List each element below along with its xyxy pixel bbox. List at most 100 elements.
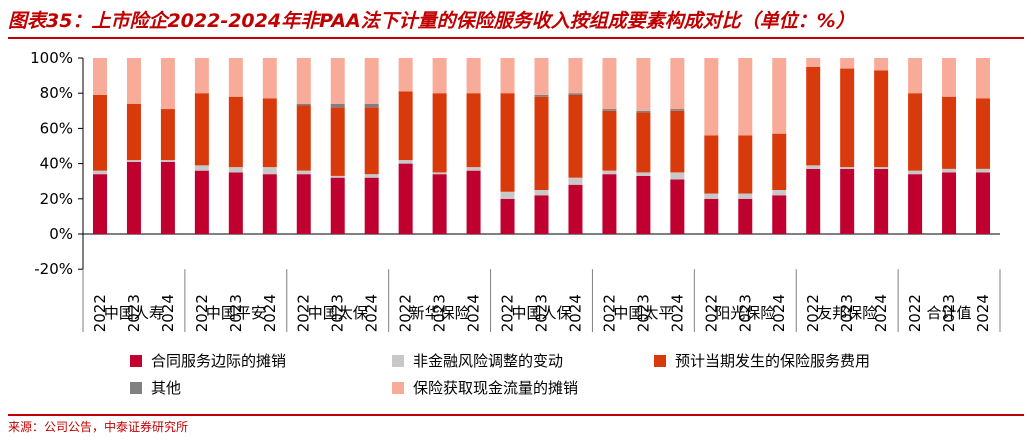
- bar-segment-other: [330, 103, 345, 108]
- x-axis: 2022 2023 2024 2022 2023 2024 2022 2023 2024 2022…: [82, 269, 1001, 332]
- bar-segment-expected_claims: [670, 110, 685, 173]
- legend-item-nonfinancial-risk: 非金融风险调整的变动: [392, 350, 563, 371]
- x-tick-label-year: 2024: [261, 294, 279, 332]
- x-group-label: 新华保险: [410, 304, 470, 322]
- bar-segment-nonfinancial_risk: [160, 160, 175, 162]
- bar-segment-csm: [466, 170, 481, 234]
- bar-segment-nonfinancial_risk: [670, 172, 685, 180]
- x-tick-label-year: 2022: [295, 294, 313, 332]
- x-tick-label-year: 2024: [668, 294, 686, 332]
- bar-segment-csm: [262, 174, 277, 234]
- bar-segment-acquisition_cf: [432, 58, 447, 94]
- bar-segment-acquisition_cf: [262, 58, 277, 99]
- bar-segment-other: [364, 103, 379, 108]
- y-tick-label: 20%: [40, 190, 73, 208]
- bar-segment-csm: [568, 184, 583, 234]
- bar-segment-expected_claims: [126, 103, 141, 161]
- x-group-label: 中国平安: [206, 304, 266, 322]
- bar-segment-nonfinancial_risk: [908, 170, 923, 175]
- bar-segment-acquisition_cf: [534, 58, 549, 95]
- bar-segment-expected_claims: [636, 112, 651, 173]
- x-group-label: 阳光保险: [715, 304, 775, 322]
- bar-segment-nonfinancial_risk: [296, 170, 311, 175]
- bar-segment-nonfinancial_risk: [568, 177, 583, 185]
- x-tick-label-year: 2023: [431, 294, 449, 332]
- bar-segment-expected_claims: [806, 66, 821, 166]
- bar-segment-csm: [398, 163, 413, 234]
- bar-segment-csm: [942, 172, 957, 234]
- bar-segment-csm: [636, 175, 651, 234]
- x-group-label: 合计值: [927, 304, 972, 322]
- footer-rule: [8, 414, 1024, 416]
- bar-segment-expected_claims: [228, 96, 243, 168]
- bar-segment-nonfinancial_risk: [772, 190, 787, 196]
- x-tick-label-year: 2022: [600, 294, 618, 332]
- bar-segment-csm: [126, 161, 141, 234]
- x-tick-label-year: 2023: [838, 294, 856, 332]
- bar-segment-acquisition_cf: [398, 58, 413, 92]
- bar-segment-csm: [602, 174, 617, 234]
- bar-segment-acquisition_cf: [602, 58, 617, 110]
- bar-segment-expected_claims: [432, 93, 447, 173]
- y-tick-label: 40%: [40, 155, 73, 173]
- y-axis: 100% 80% 60% 40% 20% 0% -20%: [30, 49, 1000, 278]
- bar-segment-acquisition_cf: [160, 58, 175, 110]
- bar-segment-csm: [806, 168, 821, 234]
- bar-segment-acquisition_cf: [466, 58, 481, 94]
- legend-label-csm: 合同服务边际的摊销: [151, 352, 287, 370]
- bar-segment-other: [534, 94, 549, 97]
- bar-segment-acquisition_cf: [908, 58, 923, 94]
- x-tick-label-year: 2024: [566, 294, 584, 332]
- bar-segment-expected_claims: [908, 93, 923, 171]
- bar-segment-acquisition_cf: [840, 58, 855, 69]
- legend-label-acquisition-cf: 保险获取现金流量的摊销: [413, 379, 579, 397]
- bar-segment-acquisition_cf: [636, 58, 651, 111]
- x-tick-label-year: 2022: [499, 294, 517, 332]
- bar-segment-acquisition_cf: [194, 58, 209, 94]
- y-tick-label: -20%: [34, 260, 73, 278]
- bar-segment-nonfinancial_risk: [262, 167, 277, 175]
- bar-segment-csm: [330, 177, 345, 234]
- legend-item-acquisition-cf: 保险获取现金流量的摊销: [392, 377, 578, 398]
- bar-segment-nonfinancial_risk: [500, 191, 515, 199]
- bar-segment-acquisition_cf: [976, 58, 991, 99]
- bar-segment-expected_claims: [602, 110, 617, 171]
- x-tick-label-year: 2024: [872, 294, 890, 332]
- title-rule: [8, 37, 1024, 39]
- bar-segment-csm: [432, 174, 447, 234]
- bar-segment-acquisition_cf: [670, 58, 685, 110]
- bar-segment-expected_claims: [772, 133, 787, 190]
- x-tick-label-year: 2023: [940, 294, 958, 332]
- bar-segment-csm: [772, 195, 787, 234]
- bar-segment-expected_claims: [942, 96, 957, 169]
- bar-segment-csm: [704, 198, 719, 234]
- x-tick-label-year: 2023: [125, 294, 143, 332]
- legend-swatch-csm: [130, 354, 142, 367]
- x-tick-label-year: 2024: [770, 294, 788, 332]
- bar-segment-csm: [534, 195, 549, 234]
- y-tick-label: 0%: [49, 225, 73, 243]
- bar-segment-other: [568, 93, 583, 95]
- x-tick-label-year: 2022: [91, 294, 109, 332]
- bar-segment-nonfinancial_risk: [942, 168, 957, 173]
- bar-segment-nonfinancial_risk: [704, 193, 719, 199]
- bar-segment-nonfinancial_risk: [228, 167, 243, 173]
- bar-segment-csm: [160, 161, 175, 234]
- bar-segment-nonfinancial_risk: [92, 170, 107, 175]
- x-group-label: 中国太保: [308, 304, 368, 322]
- x-tick-label-year: 2022: [906, 294, 924, 332]
- bar-segment-acquisition_cf: [364, 58, 379, 104]
- bar-segment-csm: [194, 170, 209, 234]
- stacked-bar-chart: 100%80%60%40%20%0%-20% 2022 2023 2024 2022 2…: [30, 49, 1001, 332]
- bar-segment-acquisition_cf: [92, 58, 107, 95]
- bar-segment-expected_claims: [194, 93, 209, 166]
- bar-segment-nonfinancial_risk: [364, 174, 379, 178]
- bar-segment-nonfinancial_risk: [738, 193, 753, 199]
- x-tick-label-year: 2024: [159, 294, 177, 332]
- bar-segment-nonfinancial_risk: [976, 168, 991, 173]
- legend-item-expected-claims: 预计当期发生的保险服务费用: [654, 350, 870, 371]
- bar-segment-csm: [364, 177, 379, 234]
- x-tick-label-year: 2022: [193, 294, 211, 332]
- bar-segment-csm: [976, 172, 991, 234]
- x-tick-label-year: 2024: [465, 294, 483, 332]
